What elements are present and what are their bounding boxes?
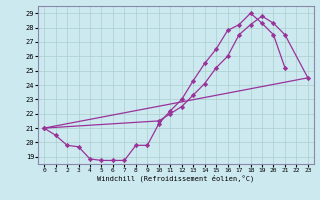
X-axis label: Windchill (Refroidissement éolien,°C): Windchill (Refroidissement éolien,°C) <box>97 175 255 182</box>
